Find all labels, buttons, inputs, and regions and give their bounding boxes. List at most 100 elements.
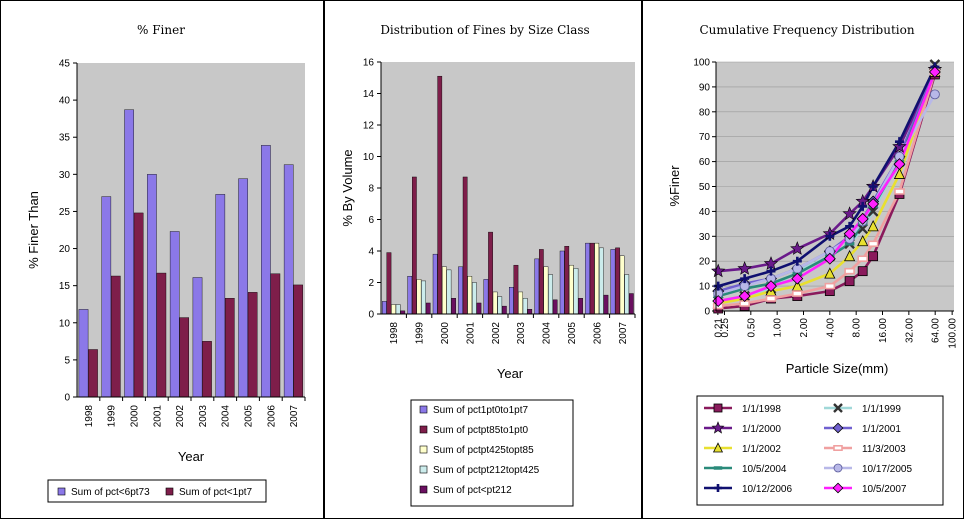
data-marker (867, 206, 879, 217)
bar (110, 275, 121, 398)
data-marker (844, 276, 855, 287)
legend-swatch (419, 425, 428, 434)
x-tick-label: 64.00 (931, 318, 942, 343)
y-tick-label: 10 (59, 318, 71, 329)
data-marker (893, 158, 906, 171)
bar (573, 268, 579, 315)
chart-finer-svg: % Finer 0 5 10 15 20 25 30 35 40 45 1998 1999 2000 2… (26, 23, 306, 503)
data-marker (765, 295, 777, 302)
chart-cumulative-svg: Cumulative Frequency Distribution 0 10 20 3… (667, 23, 959, 506)
bar (432, 253, 438, 315)
data-marker (929, 89, 940, 100)
data-marker (868, 182, 878, 191)
bar (124, 109, 134, 398)
legend-label: Sum of pctpt85to1pt0 (433, 425, 529, 436)
bar (446, 269, 452, 315)
data-marker (893, 167, 906, 179)
y-tick-label: 30 (699, 232, 711, 243)
x-tick-label: 2000 (130, 405, 141, 428)
y-tick-label: 2 (368, 278, 374, 289)
data-marker (833, 463, 843, 473)
x-tick-label: 16.00 (878, 318, 889, 343)
bar (508, 287, 514, 315)
bar (599, 247, 604, 315)
data-marker (765, 280, 777, 293)
legend-label: 1/1/1999 (862, 404, 901, 415)
legend-label: 10/17/2005 (862, 464, 912, 475)
bar (437, 75, 443, 315)
x-tick-label: 1998 (389, 322, 400, 345)
bar (578, 298, 583, 315)
bar (594, 242, 600, 315)
data-marker (713, 466, 723, 470)
bar (215, 194, 226, 398)
x-tick-label: 2001 (152, 405, 163, 428)
data-marker (867, 220, 879, 232)
bar (451, 298, 456, 315)
legend-swatch (419, 485, 428, 494)
data-marker (738, 290, 751, 303)
data-marker (857, 255, 869, 262)
data-marker (832, 482, 844, 494)
y-tick-label: 50 (699, 182, 711, 193)
bar (147, 174, 157, 398)
bar (615, 247, 620, 315)
bar (564, 246, 570, 315)
data-marker (843, 227, 856, 240)
x-tick-label: 0.21 (713, 318, 724, 338)
bar (629, 293, 634, 315)
data-marker (867, 197, 880, 210)
data-marker (713, 281, 723, 291)
bar (192, 277, 203, 398)
data-marker (857, 234, 869, 247)
bar (488, 231, 493, 315)
x-tick-label: 2003 (516, 322, 527, 345)
y-tick-label: 25 (59, 207, 71, 218)
y-tick-label: 20 (699, 257, 711, 268)
data-marker (740, 274, 750, 284)
x-tick-label: 2002 (491, 322, 502, 345)
chart-panel-distribution: Distribution of Fines by Size Class 0 2 4 6… (325, 1, 641, 517)
chart-panel-cumulative: Cumulative Frequency Distribution 0 10 20 3… (643, 1, 962, 517)
x-tick-label: 2007 (289, 405, 300, 428)
data-marker (823, 252, 836, 265)
bar (156, 272, 167, 398)
legend-label: 1/1/1998 (742, 404, 781, 415)
legend-label: Sum of pct1pt0to1pt7 (433, 405, 529, 416)
x-tick-label: 1999 (107, 405, 118, 428)
data-marker (894, 188, 905, 195)
panel-divider (641, 0, 643, 519)
chart-title: % Finer (137, 23, 185, 37)
y-axis-title: %Finer (667, 165, 682, 207)
x-tick-label: 2004 (221, 405, 232, 428)
legend-label: 10/5/2007 (862, 484, 907, 495)
x-tick-label: 100.00 (948, 318, 959, 349)
bar (458, 266, 463, 315)
x-tick-label: 4.00 (825, 318, 836, 338)
y-tick-label: 4 (368, 247, 374, 258)
bar (483, 279, 489, 315)
y-tick-label: 14 (363, 89, 375, 100)
y-axis-title: % Finer Than (26, 191, 41, 269)
y-tick-label: 0 (64, 393, 70, 404)
x-tick-label: 2001 (465, 322, 476, 345)
x-tick-label: 2006 (592, 322, 603, 345)
legend-label: Sum of pct<6pt73 (71, 487, 150, 498)
data-marker (713, 403, 723, 413)
x-tick-label: 2003 (198, 405, 209, 428)
bar (133, 212, 144, 398)
y-tick-label: 6 (368, 215, 374, 226)
bar (619, 255, 625, 315)
data-marker (737, 261, 752, 275)
legend-label: 1/1/2001 (862, 424, 901, 435)
legend-label: Sum of pct<pt212 (433, 485, 512, 496)
bar (382, 301, 387, 315)
x-tick-label: 2002 (175, 405, 186, 428)
legend-swatch (57, 487, 66, 496)
data-marker (792, 290, 803, 297)
y-axis-title: % By Volume (340, 149, 355, 226)
series-line (717, 71, 937, 305)
y-tick-label: 12 (363, 121, 375, 132)
legend-swatch (419, 465, 428, 474)
bar (624, 274, 630, 315)
